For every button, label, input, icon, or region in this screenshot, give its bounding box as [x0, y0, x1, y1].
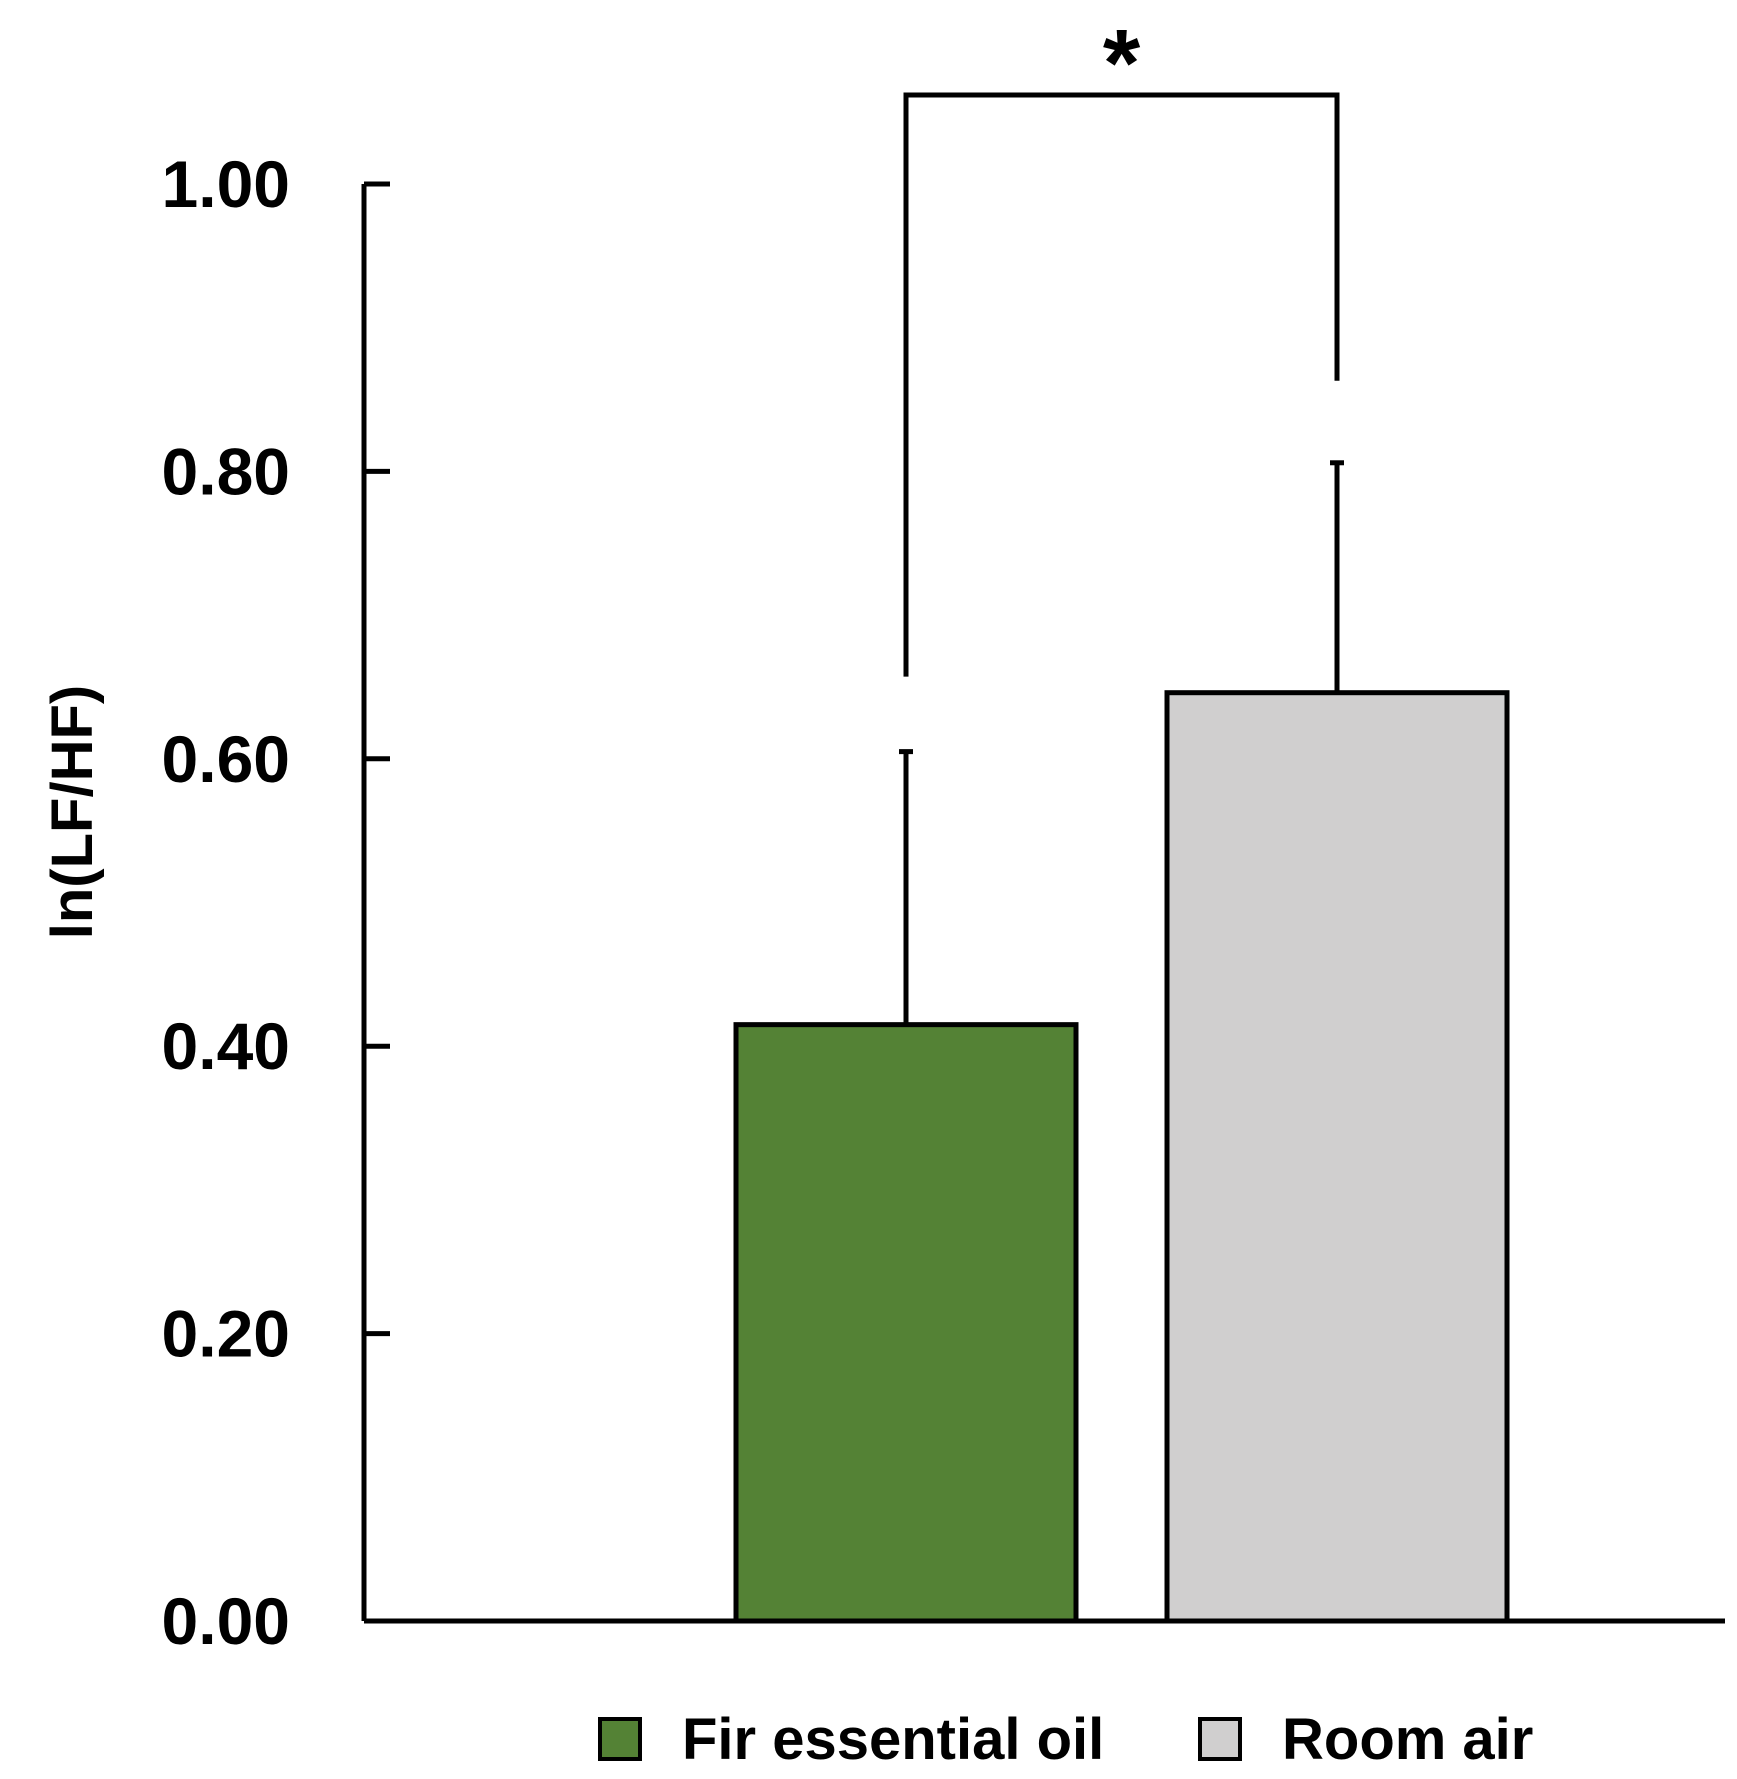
y-tick-label: 0.80 [162, 434, 290, 508]
bar-fir-essential-oil [733, 1022, 1079, 1624]
legend-swatch [598, 1717, 642, 1761]
error-bars [899, 460, 1344, 1025]
y-axis-label: ln(LF/HF) [40, 685, 105, 939]
legend: Fir essential oil Room air [598, 1707, 1533, 1772]
significance-star: * [1103, 10, 1141, 117]
bar-room-air [1164, 690, 1510, 1624]
significance-bracket: * [903, 10, 1340, 677]
y-tick-label: 0.40 [162, 1009, 290, 1083]
y-tick-label: 0.00 [162, 1584, 290, 1658]
y-tick-label: 0.20 [162, 1297, 290, 1371]
significance-bracket-line [903, 92, 1340, 677]
legend-label: Fir essential oil [682, 1707, 1104, 1772]
y-ticks: 0.00 0.20 0.40 0.60 0.80 1.00 [162, 147, 390, 1658]
y-tick-label: 0.60 [162, 722, 290, 796]
legend-label: Room air [1282, 1707, 1533, 1772]
legend-swatch [1198, 1717, 1242, 1761]
y-tick-label: 1.00 [162, 147, 290, 221]
bars [733, 690, 1510, 1624]
